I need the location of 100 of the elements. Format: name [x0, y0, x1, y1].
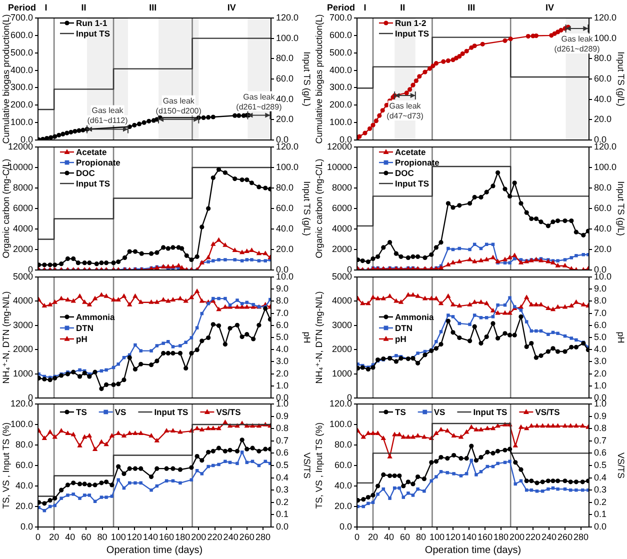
y-axis-title: Organic carbon (mg-C/L): [0, 158, 11, 258]
y2-axis-title: pH: [302, 332, 312, 344]
y-tick-label: 600.0: [329, 30, 352, 40]
x-axis-title: Operation time (days): [424, 544, 522, 556]
y-tick-label: 40.0: [15, 480, 33, 490]
text: I: [364, 2, 366, 12]
y-tick-label: 500.0: [329, 47, 352, 58]
text: Period: [326, 2, 355, 12]
band-label: Gas leak (d150~d200): [156, 96, 202, 116]
y2-tick-label: 0.6: [276, 448, 289, 458]
y2-tick-label: 100.0: [594, 32, 617, 43]
legend-label: VS: [114, 406, 127, 417]
y2-axis-title: Input TS (g/L): [616, 181, 626, 236]
y-tick-label: 2000: [332, 344, 352, 354]
legend-label: Ammonia: [76, 312, 115, 322]
x-tick-label: 80: [97, 532, 108, 542]
y2-tick-label: 6.0: [276, 320, 289, 330]
y-tick-label: 80.0: [334, 439, 352, 450]
y-tick-label: 400.0: [10, 64, 33, 75]
y-axis-title: TS, VS , Input TS (%): [0, 422, 11, 509]
legend-label: Input TS: [395, 28, 430, 38]
y2-tick-label: 5.0: [594, 332, 607, 342]
y2-tick-label: 120.0: [594, 12, 617, 22]
y2-tick-label: 6.0: [594, 320, 607, 330]
legend-label: Propionate: [76, 157, 121, 168]
y2-axis-title: VS/TS: [616, 452, 626, 479]
y2-tick-label: 1.0: [276, 380, 289, 390]
y2-tick-label: 0.5: [276, 460, 289, 470]
legend-label: Run 1-1: [76, 18, 108, 28]
y2-tick-label: 40.0: [276, 94, 294, 104]
x-tick-label: 80: [416, 532, 426, 542]
x-tick-label: 220: [207, 532, 222, 542]
text: IV: [227, 2, 236, 12]
x-tick-label: 0: [354, 532, 360, 542]
y-tick-label: 200.0: [329, 100, 352, 110]
y2-tick-label: 0.5: [594, 460, 607, 470]
legend-label: Run 1-2: [395, 18, 426, 28]
y2-tick-label: 7.0: [594, 308, 607, 318]
y-tick-label: 2000: [332, 244, 352, 254]
y-tick-label: 6000: [332, 202, 352, 213]
y-tick-label: 600.0: [10, 30, 33, 40]
y2-tick-label: 20.0: [594, 114, 612, 124]
legend-label: VS/TS: [535, 406, 560, 417]
y2-tick-label: 60.0: [276, 202, 294, 213]
y-tick-label: 10000: [326, 162, 352, 172]
y2-tick-label: 0.4: [276, 472, 289, 482]
y2-tick-label: 60.0: [276, 73, 294, 84]
y2-tick-label: 2.0: [594, 368, 607, 378]
legend-label: Input TS: [473, 406, 508, 417]
y2-tick-label: 100.0: [594, 162, 617, 172]
y-axis-title: NH₄⁺-N, DTN (mg-N/L): [0, 291, 11, 384]
y2-tick-label: 8.0: [594, 296, 607, 306]
legend-label: DOC: [76, 168, 95, 178]
legend-label: Input TS: [395, 178, 430, 188]
y-tick-label: 700.0: [329, 12, 352, 22]
y2-tick-label: 0.3: [594, 484, 607, 495]
y-tick-label: 1000: [12, 368, 33, 378]
y2-tick-label: 40.0: [594, 94, 612, 104]
y2-tick-label: 9.0: [276, 284, 289, 294]
y2-tick-label: 0.9: [594, 410, 607, 421]
y-tick-label: 0.0: [339, 521, 352, 532]
y2-tick-label: 4.0: [594, 344, 607, 354]
y2-axis-title: VS/TS: [302, 452, 312, 479]
legend-label: TS: [395, 406, 406, 417]
y2-tick-label: 0.3: [276, 484, 289, 495]
legend-label: Input TS: [76, 178, 110, 188]
legend-label: Acetate: [395, 146, 426, 157]
y-tick-label: 0.0: [20, 521, 33, 532]
y-tick-label: 4000: [12, 296, 33, 306]
y-tick-label: 8000: [332, 182, 352, 192]
y2-tick-label: 5.0: [276, 332, 289, 342]
x-tick-label: 120: [126, 532, 142, 542]
x-tick-label: 60: [400, 532, 410, 542]
y2-tick-label: 1.0: [594, 380, 607, 390]
y2-tick-label: 80.0: [594, 182, 612, 192]
x-tick-label: 120: [445, 532, 461, 542]
y2-tick-label: 0.8: [276, 423, 289, 434]
x-tick-label: 180: [493, 532, 509, 542]
y2-tick-label: 40.0: [594, 223, 612, 234]
y2-tick-label: 3.0: [276, 356, 289, 366]
text: II: [81, 2, 86, 12]
y-tick-label: 3000: [332, 320, 352, 330]
text: IV: [546, 2, 554, 12]
x-tick-label: 60: [81, 532, 92, 542]
x-tick-label: 20: [49, 532, 60, 542]
x-tick-label: 100: [429, 532, 445, 542]
y-tick-label: 20.0: [15, 500, 33, 511]
y2-tick-label: 9.0: [594, 284, 607, 294]
text: I: [44, 2, 48, 12]
y2-tick-label: 3.0: [594, 356, 607, 366]
y2-tick-label: 0.2: [276, 496, 289, 507]
y-tick-label: 8000: [12, 182, 33, 192]
y2-tick-label: 0.7: [594, 435, 607, 446]
y2-tick-label: 80.0: [276, 53, 294, 64]
y-tick-label: 300.0: [329, 82, 352, 92]
text: III: [468, 2, 476, 12]
x-tick-label: 240: [223, 532, 238, 542]
x-tick-label: 260: [557, 532, 573, 542]
text: III: [149, 2, 157, 12]
legend-label: pH: [76, 334, 88, 344]
